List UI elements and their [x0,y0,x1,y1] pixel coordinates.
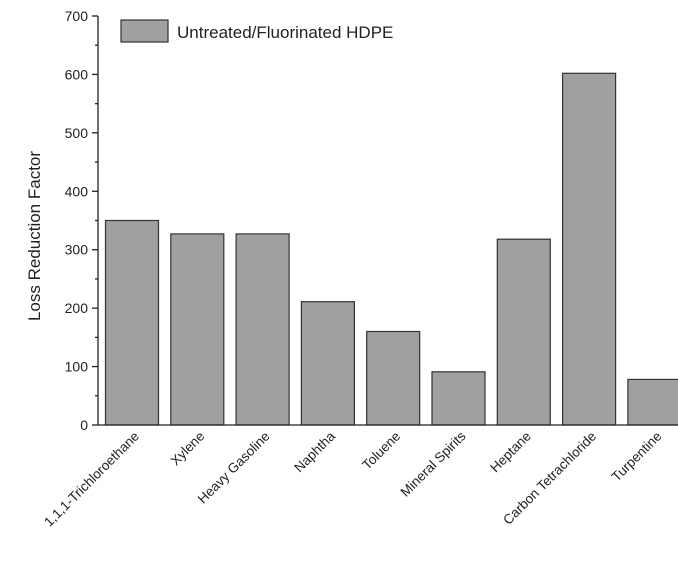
legend-entry: Untreated/Fluorinated HDPE [177,23,393,42]
bar-2 [235,233,290,426]
y-tick-label: 500 [65,125,89,141]
y-ticks-group: 0 100 200 300 400 500 600 700 [65,8,98,433]
bar-5 [431,371,486,426]
bar-0 [104,219,160,426]
y-tick-label: 200 [65,300,89,316]
y-tick-label: 0 [80,417,88,433]
x-tick-label: 1,1,1-Trichloroethane [41,429,142,530]
y-tick-label: 300 [65,242,89,258]
bar-3 [300,301,355,426]
x-tick-label: Mineral Spirits [398,428,469,499]
x-tick-label: Naphtha [291,428,338,475]
y-tick-label: 700 [65,8,89,24]
x-tick-label: Turpentine [609,429,665,485]
x-tick-label: Xylene [168,429,208,469]
bar-4 [366,330,421,426]
x-tick-label: Heavy Gasoline [195,429,273,507]
bar-7 [561,72,617,426]
bar-6 [496,238,551,426]
bar-8 [627,378,678,426]
y-axis-label: Loss Reduction Factor [25,151,44,321]
y-tick-label: 600 [65,66,89,82]
y-tick-label: 400 [65,183,89,199]
y-tick-label: 100 [65,359,89,375]
bar-1 [170,233,225,426]
x-tick-label: Toluene [359,429,403,473]
legend-swatch [120,19,169,43]
x-tick-label: Heptane [487,429,534,476]
bars-group [104,72,678,426]
legend: Untreated/Fluorinated HDPE [120,19,393,43]
